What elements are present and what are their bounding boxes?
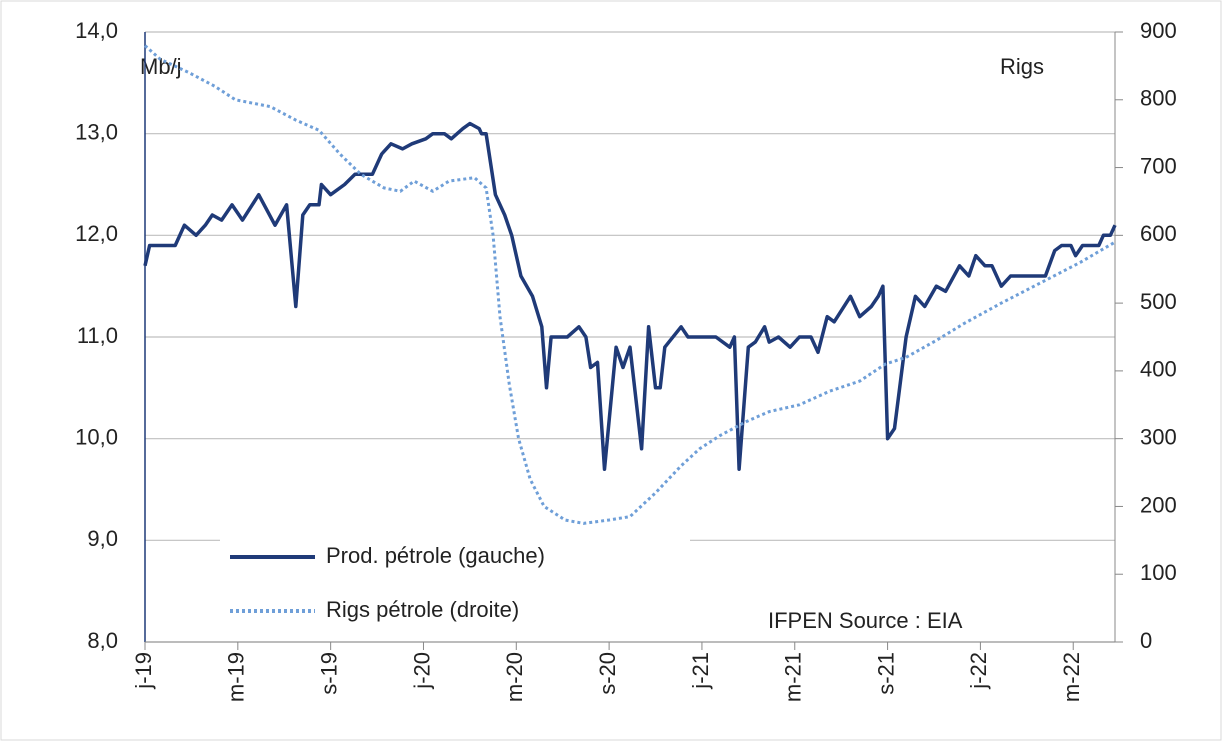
y-tick-label: 14,0 <box>75 18 118 43</box>
y-tick-label: 10,0 <box>75 424 118 449</box>
y2-axis-label: Rigs <box>1000 54 1044 79</box>
y2-tick-label: 800 <box>1140 86 1177 111</box>
series-line <box>144 44 1116 525</box>
x-tick-label: j-21 <box>688 652 713 690</box>
series-line <box>143 121 1117 471</box>
legend-label: Rigs pétrole (droite) <box>326 597 519 622</box>
y2-tick-label: 200 <box>1140 492 1177 517</box>
y2-tick-label: 400 <box>1140 357 1177 382</box>
x-tick-label: m-19 <box>224 652 249 702</box>
legend-box <box>220 530 690 630</box>
y2-tick-label: 300 <box>1140 424 1177 449</box>
x-tick-label: s-20 <box>595 652 620 695</box>
y2-tick-label: 0 <box>1140 628 1152 653</box>
x-tick-label: m-21 <box>781 652 806 702</box>
y2-tick-label: 700 <box>1140 153 1177 178</box>
y2-tick-label: 900 <box>1140 18 1177 43</box>
x-tick-label: m-20 <box>502 652 527 702</box>
x-tick-label: s-21 <box>873 652 898 695</box>
y-tick-label: 13,0 <box>75 119 118 144</box>
x-tick-label: s-19 <box>316 652 341 695</box>
x-tick-label: j-22 <box>966 652 991 690</box>
legend-label: Prod. pétrole (gauche) <box>326 543 545 568</box>
y-tick-label: 9,0 <box>87 526 118 551</box>
x-tick-label: j-20 <box>409 652 434 690</box>
y2-tick-label: 600 <box>1140 221 1177 246</box>
x-tick-label: j-19 <box>131 652 156 690</box>
y-tick-label: 8,0 <box>87 628 118 653</box>
annotation: IFPEN Source : EIA <box>768 608 963 633</box>
y2-tick-label: 100 <box>1140 560 1177 585</box>
x-tick-label: m-22 <box>1059 652 1084 702</box>
y-tick-label: 11,0 <box>77 323 118 348</box>
y-tick-label: 12,0 <box>75 221 118 246</box>
y2-tick-label: 500 <box>1140 289 1177 314</box>
